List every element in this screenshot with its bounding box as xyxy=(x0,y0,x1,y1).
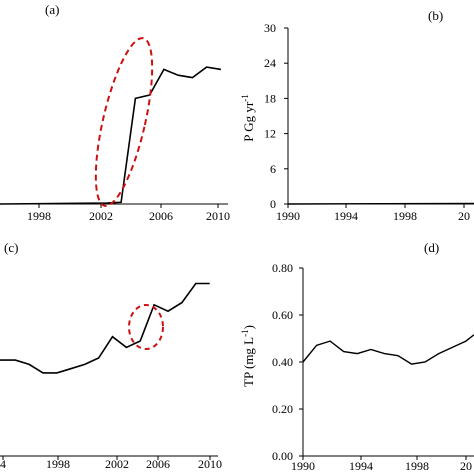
panel-d-y-tick-label: 0.80 xyxy=(272,261,293,275)
panel-d-x-tick-label: 1994 xyxy=(349,459,373,473)
panel-c-x-tick-label: 1998 xyxy=(46,457,70,471)
panel-a-x-tick-label: 2010 xyxy=(206,209,230,223)
panel-d: (d) 0.000.200.400.600.80 1990 1994 1998 20 … xyxy=(240,240,474,473)
panel-b-y-tick-label: 12 xyxy=(264,127,276,141)
panel-d-series-line xyxy=(302,334,474,365)
panel-d-x-tick-label: 1990 xyxy=(291,459,315,473)
panel-d-y-tick-label: 0.40 xyxy=(272,355,293,369)
panel-d-x-tick-label: 20 xyxy=(460,459,472,473)
panel-b-y-axis-title: P Gg yr-1 xyxy=(240,94,256,141)
panel-a-x-tick-label: 2006 xyxy=(149,209,173,223)
panel-c-x-tick-label: 2010 xyxy=(198,457,222,471)
panel-d-y-tick-label: 0.00 xyxy=(272,449,293,463)
panel-a: (a) 1998 2002 2006 2010 xyxy=(0,2,230,223)
panel-b-x-tick-label: 1998 xyxy=(393,209,417,223)
panel-d-y-tick-label: 0.20 xyxy=(272,402,293,416)
panel-c-highlight-ellipse xyxy=(128,304,164,350)
panel-d-y-axis-title: TP (mg L-1) xyxy=(240,325,256,387)
panel-b-y-tick-label: 30 xyxy=(264,21,276,35)
panel-c: (c) 4 1998 2002 2006 2010 xyxy=(0,240,222,471)
panel-a-x-tick-label: 2002 xyxy=(89,209,113,223)
panel-b-x-tick-label: 20 xyxy=(458,209,470,223)
panel-a-label: (a) xyxy=(45,2,59,17)
panel-a-series-line xyxy=(0,66,222,205)
panel-b-series-line xyxy=(287,202,474,205)
panel-b-y-tick-label: 18 xyxy=(264,91,276,105)
panel-a-x-tick-label: 1998 xyxy=(27,209,51,223)
panel-b-y-tick-label: 24 xyxy=(264,56,276,70)
panel-c-series-line xyxy=(0,282,210,374)
panel-c-label: (c) xyxy=(4,240,18,255)
panel-b-x-tick-label: 1994 xyxy=(334,209,358,223)
panel-b-y-tick-label: 6 xyxy=(270,162,276,176)
panel-b-x-tick-label: 1990 xyxy=(276,209,300,223)
panel-c-x-tick-label: 2006 xyxy=(146,457,170,471)
panel-d-label: (d) xyxy=(424,240,439,255)
panel-c-x-tick-label: 4 xyxy=(0,457,6,471)
panel-b-label: (b) xyxy=(428,8,443,23)
panel-a-highlight-ellipse xyxy=(94,37,154,207)
panel-d-y-tick-label: 0.60 xyxy=(272,308,293,322)
panel-c-x-tick-label: 2002 xyxy=(105,457,129,471)
panel-b: (b) 0 6 12 18 24 30 1990 1994 1998 20 P Gg yr-1 xyxy=(240,8,474,223)
panel-d-x-tick-label: 1998 xyxy=(405,459,429,473)
panel-b-y-tick-label: 0 xyxy=(270,197,276,211)
